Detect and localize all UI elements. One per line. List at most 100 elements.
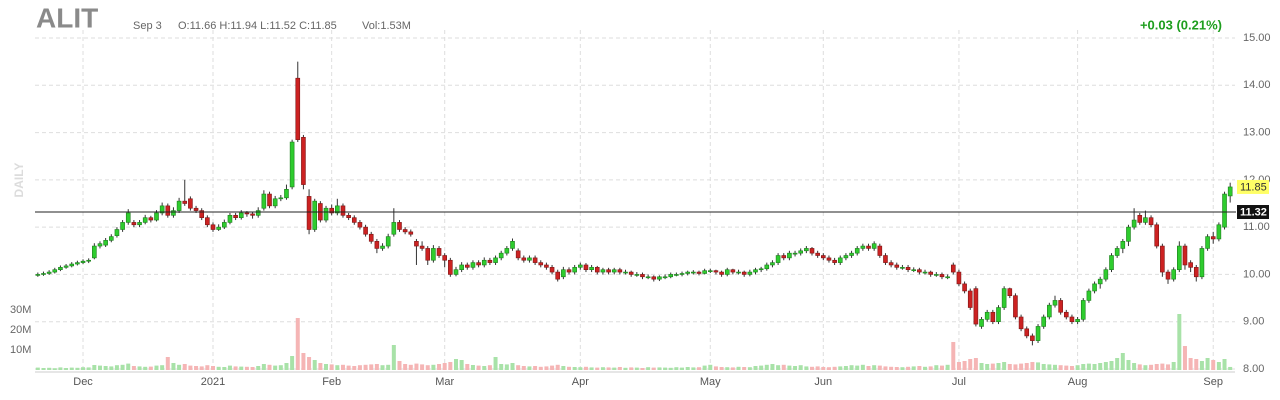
volume-bar bbox=[1047, 364, 1052, 370]
volume-bar bbox=[634, 367, 639, 370]
volume-bar bbox=[538, 366, 543, 370]
candle-body bbox=[707, 270, 713, 272]
candle-body bbox=[984, 311, 990, 320]
candle-body bbox=[165, 205, 171, 216]
volume-bar bbox=[380, 365, 385, 370]
volume-bar bbox=[719, 367, 724, 370]
volume-bar bbox=[832, 366, 837, 370]
candle-body bbox=[272, 198, 278, 207]
candle-body bbox=[758, 268, 764, 271]
volume-bar bbox=[425, 365, 430, 370]
candle-body bbox=[289, 141, 295, 188]
candle-body bbox=[922, 271, 928, 274]
overlay: 11.32 11.85 bbox=[35, 179, 1269, 220]
candle-body bbox=[990, 311, 996, 323]
volume-bar bbox=[459, 360, 464, 370]
candle-body bbox=[1075, 319, 1080, 323]
candle-body bbox=[227, 215, 233, 223]
candle-body bbox=[1007, 288, 1013, 297]
volume-bar bbox=[386, 364, 391, 370]
candle-body bbox=[623, 271, 628, 274]
volume-bar bbox=[1052, 364, 1057, 370]
candle-body bbox=[1109, 255, 1114, 270]
volume-bar bbox=[470, 365, 475, 370]
volume-bar bbox=[448, 362, 453, 370]
volume-bar bbox=[663, 367, 668, 370]
ohlc-text: O:11.66 H:11.94 L:11.52 C:11.85 bbox=[178, 20, 337, 32]
volume-bar bbox=[561, 366, 566, 370]
candle-body bbox=[764, 264, 770, 270]
candle-body bbox=[368, 233, 374, 242]
volume-bar bbox=[1024, 363, 1029, 370]
volume-bars bbox=[35, 314, 1233, 370]
candle-body bbox=[436, 248, 442, 256]
volume-bar bbox=[894, 367, 899, 370]
volume-bar bbox=[329, 364, 334, 370]
candle-body bbox=[1013, 295, 1018, 318]
date: Sep 3 bbox=[133, 20, 162, 32]
candle-body bbox=[939, 274, 945, 278]
volume-bar bbox=[843, 366, 848, 370]
volume-bar bbox=[1154, 364, 1159, 370]
candle-body bbox=[606, 269, 611, 273]
candle-body bbox=[448, 259, 453, 275]
candle-body bbox=[374, 241, 380, 249]
candle-body bbox=[1041, 316, 1046, 327]
volume-bar bbox=[414, 363, 419, 370]
candle-body bbox=[188, 198, 193, 209]
candle-body bbox=[52, 269, 58, 273]
volume-bar bbox=[572, 367, 577, 370]
volume-bar bbox=[64, 368, 69, 370]
candle-body bbox=[1030, 335, 1035, 341]
volume-bar bbox=[216, 366, 221, 370]
candle-body bbox=[555, 271, 561, 280]
volume-bar bbox=[160, 365, 165, 370]
volume-bar bbox=[482, 366, 487, 370]
volume-bar bbox=[408, 364, 413, 370]
reference-tag bbox=[1237, 205, 1269, 220]
candle-body bbox=[402, 229, 408, 233]
candle-body bbox=[572, 267, 577, 273]
candle-body bbox=[640, 274, 645, 278]
candle-body bbox=[967, 290, 973, 308]
candle-body bbox=[634, 274, 640, 276]
candle-body bbox=[493, 257, 498, 263]
candle-body bbox=[809, 248, 815, 254]
candle-body bbox=[431, 248, 436, 261]
volume-bar bbox=[985, 364, 990, 370]
volume-bar bbox=[363, 364, 368, 370]
volume-bar bbox=[730, 367, 735, 370]
candle-body bbox=[1216, 224, 1222, 240]
volume-bar bbox=[120, 364, 125, 370]
volume-bar bbox=[261, 364, 266, 370]
volume-bar bbox=[651, 367, 656, 370]
volume-bar bbox=[555, 364, 560, 370]
candle-body bbox=[137, 222, 142, 226]
x-tick-label: Dec bbox=[73, 376, 93, 388]
volume-bar bbox=[357, 365, 362, 370]
volume-bar bbox=[533, 366, 538, 370]
volume-bar bbox=[1115, 358, 1120, 370]
volume-bar bbox=[41, 368, 46, 370]
candle-body bbox=[408, 231, 414, 235]
volume-bar bbox=[307, 357, 312, 370]
volume-bar bbox=[1171, 362, 1176, 370]
volume-bar bbox=[1092, 364, 1097, 370]
volume-bar bbox=[527, 366, 532, 370]
candle-body bbox=[804, 248, 809, 252]
volume-bar bbox=[1075, 365, 1080, 370]
candle-body bbox=[956, 271, 962, 285]
candle-body bbox=[1222, 193, 1227, 228]
y-tick-label: 9.00 bbox=[1243, 316, 1264, 328]
candle-body bbox=[476, 262, 481, 266]
volume-bar bbox=[923, 366, 928, 370]
volume-bar bbox=[182, 364, 187, 370]
volume-bar bbox=[787, 365, 792, 370]
candle-body bbox=[199, 210, 205, 218]
candle-body bbox=[323, 207, 329, 221]
volume-bar bbox=[685, 367, 690, 370]
candle-body bbox=[154, 212, 159, 221]
volume-bar bbox=[227, 365, 232, 370]
candle-body bbox=[261, 193, 267, 209]
candle-body bbox=[453, 269, 459, 275]
